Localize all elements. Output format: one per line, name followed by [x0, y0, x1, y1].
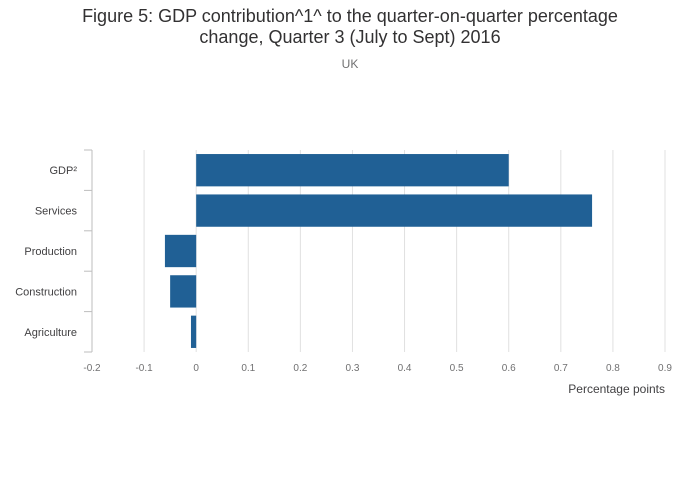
chart-title: Figure 5: GDP contribution^1^ to the qua… [0, 6, 700, 48]
x-tick-label: 0.4 [398, 363, 412, 374]
y-axis: GDP² Services Production Construction Agricu… [15, 149, 93, 353]
bars [164, 154, 593, 348]
bar-gdp [196, 154, 509, 187]
x-tick-label: 0.6 [502, 363, 516, 374]
y-category-label: Construction [15, 286, 77, 298]
x-tick-label: 0.3 [346, 363, 360, 374]
x-axis-ticks: -0.2 -0.1 0 0.1 0.2 0.3 0.4 0.5 0.6 0.7 0.8 0.9 [83, 363, 672, 374]
x-tick-label: 0.9 [658, 363, 672, 374]
x-tick-label: 0.5 [450, 363, 464, 374]
chart-subtitle: UK [341, 57, 359, 71]
x-tick-label: 0.1 [241, 363, 255, 374]
chart-title-line-2: change, Quarter 3 (July to Sept) 2016 [199, 27, 501, 47]
x-tick-label: 0.8 [606, 363, 620, 374]
x-axis-label: Percentage points [568, 382, 665, 396]
x-tick-label: 0.2 [293, 363, 307, 374]
bar-construction [170, 275, 197, 308]
x-tick-label: -0.1 [135, 363, 153, 374]
y-category-label: Services [35, 206, 78, 218]
y-category-label: Agriculture [24, 327, 77, 339]
y-category-label: GDP² [50, 165, 78, 177]
chart-title-line-1: Figure 5: GDP contribution^1^ to the qua… [82, 6, 618, 26]
x-tick-label: -0.2 [83, 363, 101, 374]
bar-production [164, 234, 197, 268]
bar-services [196, 194, 593, 227]
x-tick-label: 0.7 [554, 363, 568, 374]
bar-agriculture [190, 315, 197, 348]
x-tick-label: 0 [193, 363, 199, 374]
y-category-label: Production [24, 246, 77, 258]
